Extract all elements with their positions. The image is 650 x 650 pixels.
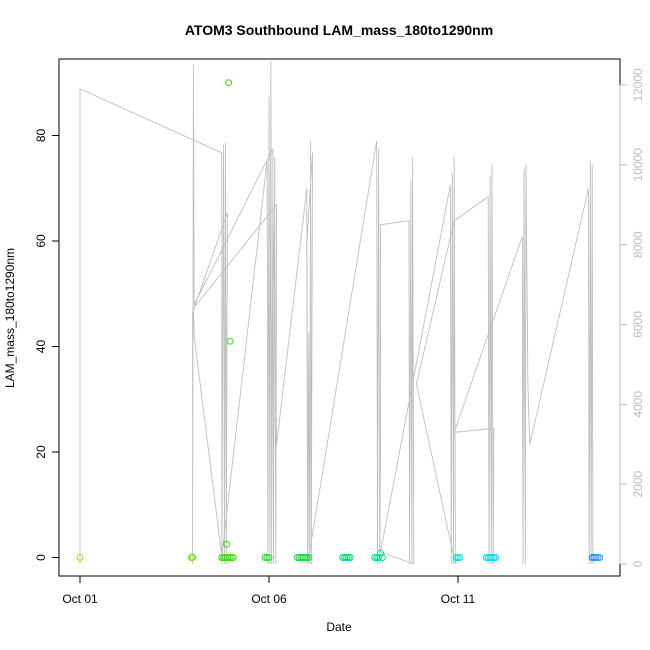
data-point bbox=[226, 337, 234, 345]
y2-tick-label: 6000 bbox=[631, 311, 645, 338]
x-tick-label: Oct 06 bbox=[251, 592, 287, 606]
data-point bbox=[227, 554, 235, 561]
data-point bbox=[375, 554, 383, 561]
data-point bbox=[490, 554, 498, 561]
data-point bbox=[377, 549, 384, 557]
y2-tick-label: 10000 bbox=[631, 148, 645, 182]
data-point bbox=[456, 554, 464, 561]
data-point bbox=[594, 554, 602, 561]
x-tick-label: Oct 11 bbox=[441, 592, 476, 606]
data-point bbox=[265, 554, 273, 561]
y-tick-label: 40 bbox=[34, 340, 48, 354]
data-point bbox=[452, 554, 460, 561]
y-tick-label: 0 bbox=[34, 554, 48, 561]
data-point bbox=[492, 554, 500, 561]
y-axis-label: LAM_mass_180to1290nm bbox=[3, 248, 17, 388]
x-axis: Oct 01 Oct 06 Oct 11 bbox=[62, 575, 476, 606]
data-point bbox=[454, 554, 462, 561]
y-tick-label: 60 bbox=[34, 234, 48, 248]
y-axis: 0 20 40 60 80 bbox=[34, 129, 60, 561]
data-point bbox=[223, 540, 231, 548]
data-point bbox=[592, 554, 600, 561]
data-point bbox=[343, 554, 350, 561]
data-point bbox=[488, 554, 496, 561]
data-point bbox=[301, 554, 309, 561]
y2-tick-label: 2000 bbox=[631, 471, 645, 498]
y2-tick-label: 0 bbox=[631, 560, 645, 567]
data-point bbox=[344, 554, 352, 561]
data-point bbox=[305, 554, 313, 561]
y2-tick-label: 12000 bbox=[631, 68, 645, 102]
data-point bbox=[189, 554, 197, 561]
chart-title: ATOM3 Southbound LAM_mass_180to1290nm bbox=[185, 22, 493, 38]
y2-tick-label: 8000 bbox=[631, 231, 645, 258]
y-tick-label: 20 bbox=[34, 445, 48, 459]
data-point bbox=[76, 554, 84, 561]
plot-area bbox=[58, 58, 621, 577]
data-point bbox=[229, 554, 237, 561]
data-point bbox=[378, 554, 386, 561]
data-point bbox=[225, 79, 233, 87]
y-tick-label: 80 bbox=[34, 129, 48, 143]
x-axis-label: Date bbox=[326, 620, 352, 634]
data-point bbox=[346, 554, 354, 561]
data-point bbox=[225, 554, 233, 561]
data-point bbox=[261, 554, 269, 561]
data-point bbox=[596, 554, 604, 561]
y2-tick-label: 4000 bbox=[631, 391, 645, 418]
data-point bbox=[263, 554, 271, 561]
data-point bbox=[371, 554, 379, 561]
secondary-line-layer bbox=[79, 60, 594, 565]
data-point bbox=[303, 554, 311, 561]
points-layer bbox=[76, 79, 604, 561]
x-tick-label: Oct 01 bbox=[62, 592, 98, 606]
secondary-series-line bbox=[79, 60, 594, 565]
y2-axis: 0 2000 4000 6000 8000 10000 12000 bbox=[619, 68, 645, 567]
